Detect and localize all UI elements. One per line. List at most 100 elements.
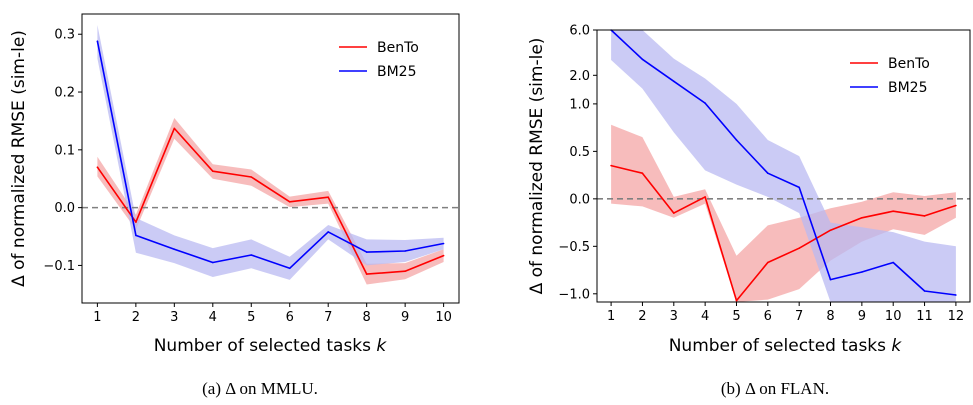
x-tick-label: 6 — [764, 309, 772, 324]
bento-point — [767, 261, 769, 264]
bento-point — [288, 201, 291, 203]
flan-caption: (b) Δ on FLAN. — [721, 379, 829, 398]
bento-point — [892, 210, 894, 212]
y-tick-label: 0.3 — [54, 28, 75, 43]
flan-y-axis-label: Δ of normalized RMSE (sim-le) — [527, 38, 547, 295]
bento-point — [641, 172, 644, 174]
bento-point — [829, 229, 832, 231]
y-tick-label: 0.1 — [54, 143, 75, 158]
x-tick-label: 7 — [324, 310, 332, 325]
bm25-point — [212, 261, 214, 264]
bento-legend-label: BenTo — [888, 56, 930, 72]
bm25-point — [135, 234, 137, 237]
bento-point — [404, 270, 406, 273]
x-tick-label: 8 — [826, 309, 834, 324]
bm25-point — [327, 231, 330, 233]
y-tick-label: 1.0 — [569, 97, 590, 112]
bento-point — [442, 254, 445, 257]
bento-point — [96, 166, 99, 168]
bento-point — [212, 170, 214, 172]
x-tick-label: 2 — [638, 309, 646, 324]
x-tick-label: 9 — [401, 310, 409, 325]
bento-point — [923, 215, 926, 217]
mmlu-legend: BenTo BM25 — [339, 40, 419, 80]
bm25-legend-label: BM25 — [888, 80, 928, 96]
bento-point — [327, 196, 330, 198]
bm25-legend-label: BM25 — [377, 64, 417, 80]
bm25-point — [173, 248, 176, 250]
bento-legend-label: BenTo — [377, 40, 419, 56]
panel-mmlu: 1 2 3 4 5 6 7 8 9 10 −0.1 0.0 0.1 0.2 0.3 BenTo BM25 N… — [9, 13, 460, 398]
bm25-line — [610, 29, 957, 296]
flan-legend: BenTo BM25 — [850, 56, 930, 96]
mmlu-x-ticks: 1 2 3 4 5 6 7 8 9 10 — [93, 303, 452, 325]
bento-line — [610, 164, 957, 302]
x-tick-label: 2 — [132, 310, 140, 325]
x-tick-label: 10 — [885, 309, 902, 324]
x-tick-label: 10 — [435, 310, 452, 325]
bm25-point — [641, 58, 644, 61]
bento-point — [173, 127, 176, 130]
bm25-point — [955, 294, 957, 296]
x-tick-label: 5 — [247, 310, 255, 325]
y-tick-label: −0.5 — [558, 240, 590, 255]
mmlu-plot-frame — [81, 13, 460, 304]
bm25-point — [250, 254, 253, 256]
panel-flan: 1 2 3 4 5 6 7 8 9 10 11 12 −1.0−0.50.00.51.02.06.0 … — [527, 24, 971, 398]
bm25-point — [923, 290, 926, 292]
mmlu-x-axis-label: Number of selected tasks k — [154, 336, 388, 356]
y-tick-label: −1.0 — [558, 287, 590, 302]
bm25-point — [673, 80, 675, 83]
mmlu-confidence-bands — [97, 25, 444, 285]
x-tick-label: 7 — [795, 309, 803, 324]
x-tick-label: 3 — [170, 310, 178, 325]
bento-point — [798, 247, 800, 249]
flan-series-lines — [610, 29, 957, 302]
bento-point — [365, 273, 368, 275]
bm25-point — [288, 267, 291, 270]
bm25-line — [96, 41, 444, 270]
mmlu-y-ticks: −0.1 0.0 0.1 0.2 0.3 — [43, 28, 82, 274]
mmlu-y-axis-label: Δ of normalized RMSE (sim-le) — [9, 30, 29, 287]
bento-point — [704, 196, 706, 198]
bm25-band — [97, 25, 444, 280]
flan-y-ticks: −1.0 −0.5 0.0 0.5 1.0 2.0 6.0 — [558, 24, 597, 302]
y-tick-label: 0.5 — [569, 145, 590, 160]
x-tick-label: 4 — [209, 310, 217, 325]
bm25-point — [442, 242, 445, 245]
bento-point — [861, 217, 863, 219]
x-tick-label: 11 — [916, 309, 933, 324]
y-tick-label: −0.1 — [43, 259, 75, 274]
y-tick-label: 2.0 — [569, 69, 590, 84]
flan-x-ticks: 1 2 3 4 5 6 7 8 9 10 11 12 — [607, 302, 964, 324]
x-tick-label: 8 — [363, 310, 371, 325]
bento-point — [673, 212, 675, 214]
bento-band — [611, 124, 956, 302]
x-tick-label: 12 — [948, 309, 965, 324]
y-tick-label: 0.0 — [54, 201, 75, 216]
x-tick-label: 1 — [607, 309, 615, 324]
bm25-point — [829, 278, 832, 281]
y-tick-label: 6.0 — [569, 24, 590, 39]
bm25-point — [861, 271, 863, 273]
bm25-point — [365, 251, 368, 253]
bento-band — [97, 118, 444, 285]
bento-line — [96, 127, 444, 275]
bm25-point — [704, 102, 706, 104]
x-tick-label: 4 — [701, 309, 709, 324]
y-tick-label: 0.0 — [569, 192, 590, 207]
bm25-point — [798, 186, 800, 189]
x-tick-label: 5 — [732, 309, 740, 324]
mmlu-series-lines — [96, 40, 445, 275]
bm25-point — [892, 261, 894, 264]
bm25-point — [767, 172, 769, 174]
x-tick-label: 6 — [286, 310, 294, 325]
flan-x-axis-label: Number of selected tasks k — [669, 336, 903, 356]
bento-point — [250, 176, 253, 178]
x-tick-label: 9 — [858, 309, 866, 324]
bento-point — [135, 221, 137, 223]
bento-point — [735, 299, 738, 302]
bm25-point — [96, 40, 99, 42]
bento-point — [955, 204, 957, 207]
